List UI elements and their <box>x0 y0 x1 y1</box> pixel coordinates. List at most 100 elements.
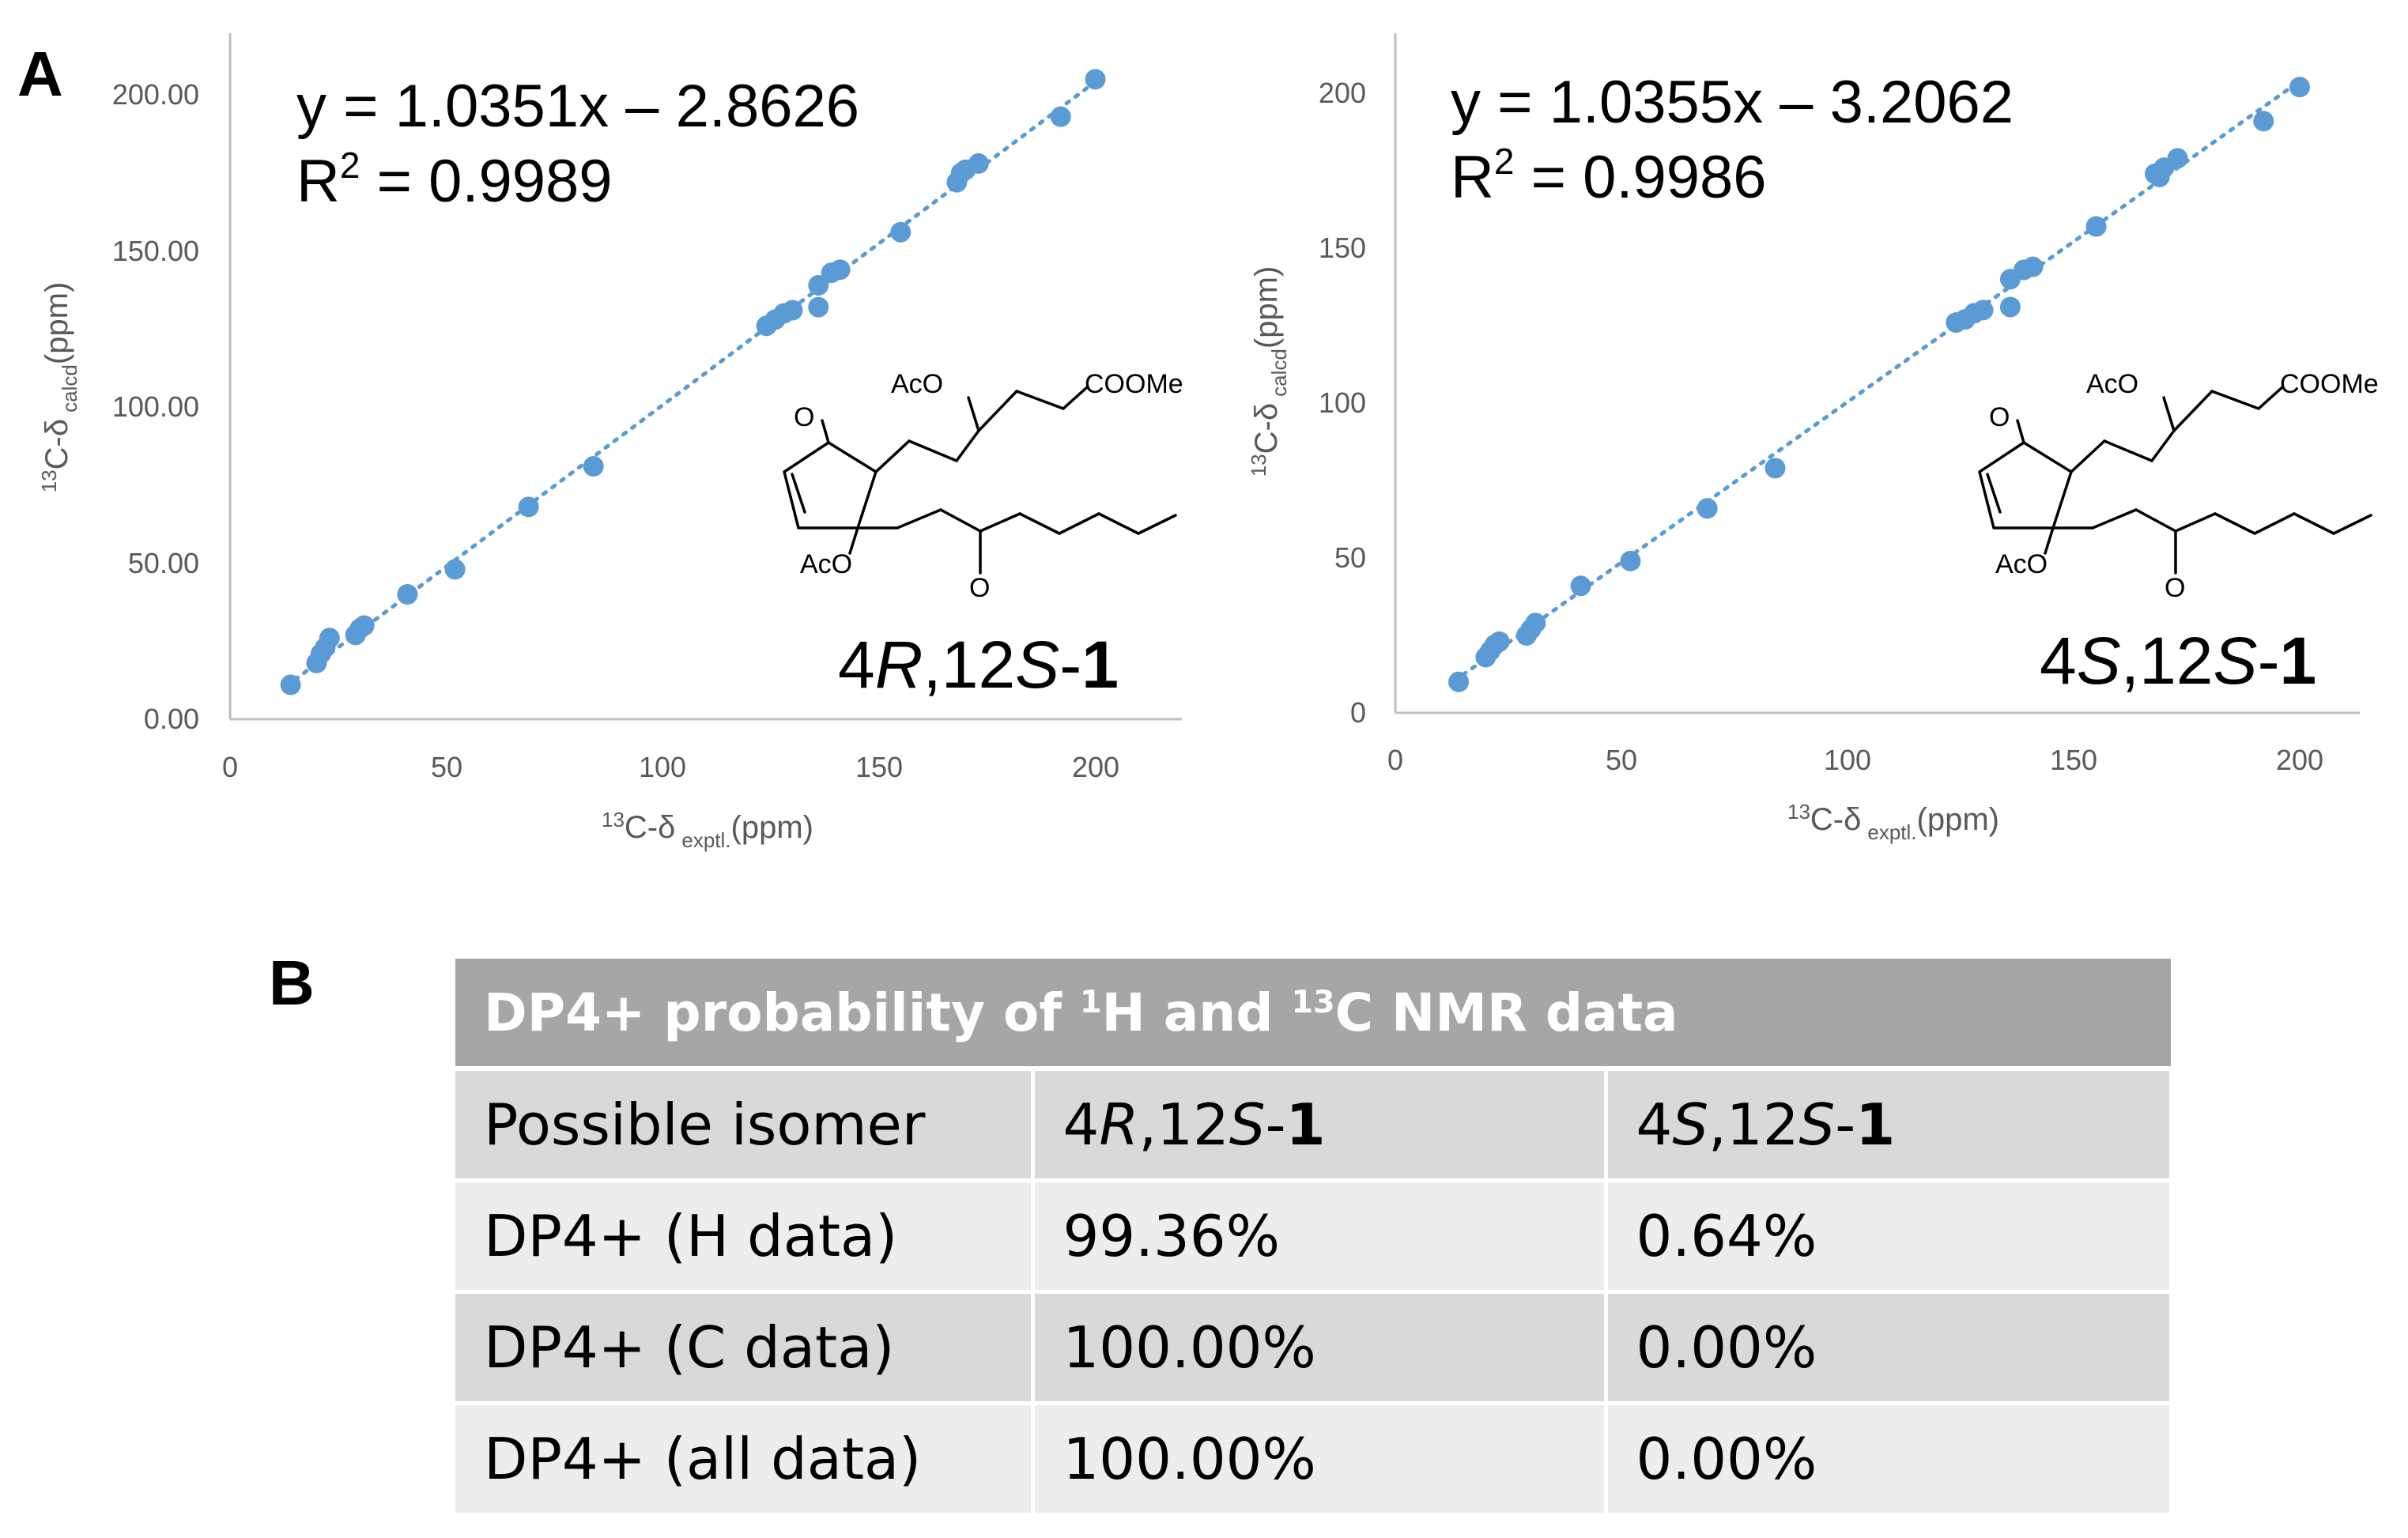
r-squared: R2 = 0.9989 <box>296 145 613 215</box>
panel-label-a: A <box>17 39 63 109</box>
value-cell: 0.64% <box>1606 1178 2173 1294</box>
x-tick-label: 100 <box>639 751 686 783</box>
data-point <box>1489 631 1510 652</box>
data-point <box>583 456 604 477</box>
regression-equation: y = 1.0355x – 3.2062 <box>1451 69 2014 136</box>
molecule-structure-4s12s: AcO COOMe O AcO O <box>1978 369 2379 603</box>
x-tick-label: 100 <box>1824 744 1871 776</box>
y-tick-label: 50 <box>1334 541 1366 574</box>
x-tick-label: 50 <box>1606 744 1637 776</box>
table-row: DP4+ (C data) 100.00% 0.00% <box>455 1290 2173 1405</box>
data-point <box>2289 77 2310 98</box>
mol-ester: COOMe <box>2280 369 2379 399</box>
mol-ketone-ring: O <box>794 402 814 432</box>
data-point <box>782 300 803 321</box>
chart-4r12s-axes <box>228 33 1182 721</box>
data-point <box>2022 256 2044 277</box>
chart-4r12s-points <box>280 69 1106 695</box>
table-row: DP4+ (H data) 99.36% 0.64% <box>455 1178 2173 1294</box>
x-tick-label: 150 <box>855 751 903 783</box>
data-point <box>1085 69 1106 90</box>
data-point <box>280 674 301 695</box>
x-axis-title: 13C-δ exptl.(ppm) <box>1787 800 1999 844</box>
y-tick-label: 200 <box>1319 77 1366 109</box>
table-title: DP4+ probability of 1H and 13C NMR data <box>455 959 2172 1071</box>
row-label: DP4+ (all data) <box>455 1401 1035 1517</box>
y-tick-label: 150 <box>1319 232 1366 264</box>
isomer-label-4r12s: 4R,12S-1 <box>838 628 1119 702</box>
scatter-chart-4r12s: 0 50 100 150 200 0.00 50.00 100.00 150.0… <box>37 33 1183 852</box>
scatter-chart-4s12s: 0 50 100 150 200 0 50 100 150 200 13C-δ e… <box>1247 33 2379 844</box>
row-label: DP4+ (H data) <box>455 1178 1035 1294</box>
data-point <box>808 274 829 296</box>
data-point <box>1999 296 2021 318</box>
y-axis-title: 13C-δcalcd(ppm) <box>37 282 81 493</box>
mol-ketone-ring: O <box>1989 402 2010 432</box>
value-cell: 100.00% <box>1032 1401 1608 1517</box>
data-point <box>319 628 340 649</box>
data-point <box>353 615 375 636</box>
mol-acoxy-top: AcO <box>891 369 943 399</box>
x-tick-label: 50 <box>431 751 462 783</box>
data-point <box>1448 671 1470 692</box>
data-point <box>518 496 539 518</box>
chart-4r12s-xticks: 0 50 100 150 200 <box>222 751 1119 783</box>
x-tick-label: 150 <box>2050 744 2097 776</box>
chart-4s12s-axes <box>1394 33 2360 714</box>
row-label: Possible isomer <box>455 1066 1035 1182</box>
dp4-probability-table: DP4+ probability of 1H and 13C NMR data … <box>455 959 2173 1517</box>
isomer-cell: 4R,12S-1 <box>1032 1066 1608 1182</box>
value-cell: 0.00% <box>1606 1290 2173 1405</box>
molecule-structure-4r12s: AcO COOMe O AcO O <box>783 369 1183 603</box>
data-point <box>1570 575 1591 597</box>
data-point <box>1050 106 1071 127</box>
table-header-row: DP4+ probability of 1H and 13C NMR data <box>455 959 2172 1071</box>
chart-4s12s-xticks: 0 50 100 150 200 <box>1387 744 2323 776</box>
x-tick-label: 0 <box>1387 744 1403 776</box>
r-squared: R2 = 0.9986 <box>1451 141 1767 211</box>
mol-ester: COOMe <box>1085 369 1183 399</box>
data-point <box>2167 148 2188 169</box>
y-tick-label: 100.00 <box>112 390 199 423</box>
isomer-cell: 4S,12S-1 <box>1606 1066 2173 1182</box>
data-point <box>890 221 911 243</box>
data-point <box>1972 300 1994 321</box>
data-point <box>2253 111 2274 132</box>
value-cell: 100.00% <box>1032 1290 1608 1405</box>
value-cell: 0.00% <box>1606 1401 2173 1517</box>
mol-acoxy-ring: AcO <box>800 549 852 579</box>
value-cell: 99.36% <box>1032 1178 1608 1294</box>
row-label: DP4+ (C data) <box>455 1290 1035 1405</box>
chart-4r12s-yticks: 0.00 50.00 100.00 150.00 200.00 <box>112 78 199 735</box>
data-point <box>1697 498 1718 519</box>
y-tick-label: 50.00 <box>128 547 199 579</box>
data-point <box>1525 613 1546 634</box>
mol-acoxy-ring: AcO <box>1995 549 2048 579</box>
mol-ketone-chain: O <box>2165 573 2185 603</box>
y-tick-label: 100 <box>1319 386 1366 419</box>
table-row: Possible isomer 4R,12S-1 4S,12S-1 <box>455 1066 2173 1182</box>
x-tick-label: 200 <box>2276 744 2323 776</box>
y-tick-label: 150.00 <box>112 235 199 267</box>
y-tick-label: 0.00 <box>144 703 199 735</box>
regression-equation: y = 1.0351x – 2.8626 <box>296 73 859 140</box>
x-tick-label: 0 <box>222 751 238 783</box>
data-point <box>968 153 989 174</box>
data-point <box>829 259 851 281</box>
isomer-label-4s12s: 4S,12S-1 <box>2040 624 2316 698</box>
y-tick-label: 0 <box>1350 696 1366 729</box>
data-point <box>397 584 418 605</box>
chart-4s12s-points <box>1448 77 2310 692</box>
data-point <box>1620 550 1641 571</box>
data-point <box>444 559 466 580</box>
chart-4s12s-yticks: 0 50 100 150 200 <box>1319 77 1366 729</box>
y-axis-title: 13C-δcalcd(ppm) <box>1247 266 1291 477</box>
panel-label-b: B <box>269 948 315 1018</box>
x-tick-label: 200 <box>1072 751 1119 783</box>
data-point <box>1764 458 1786 479</box>
data-point <box>2085 216 2107 237</box>
x-axis-title: 13C-δ exptl.(ppm) <box>602 808 813 852</box>
y-tick-label: 200.00 <box>112 78 199 111</box>
data-point <box>808 296 829 318</box>
mol-acoxy-top: AcO <box>2086 369 2138 399</box>
